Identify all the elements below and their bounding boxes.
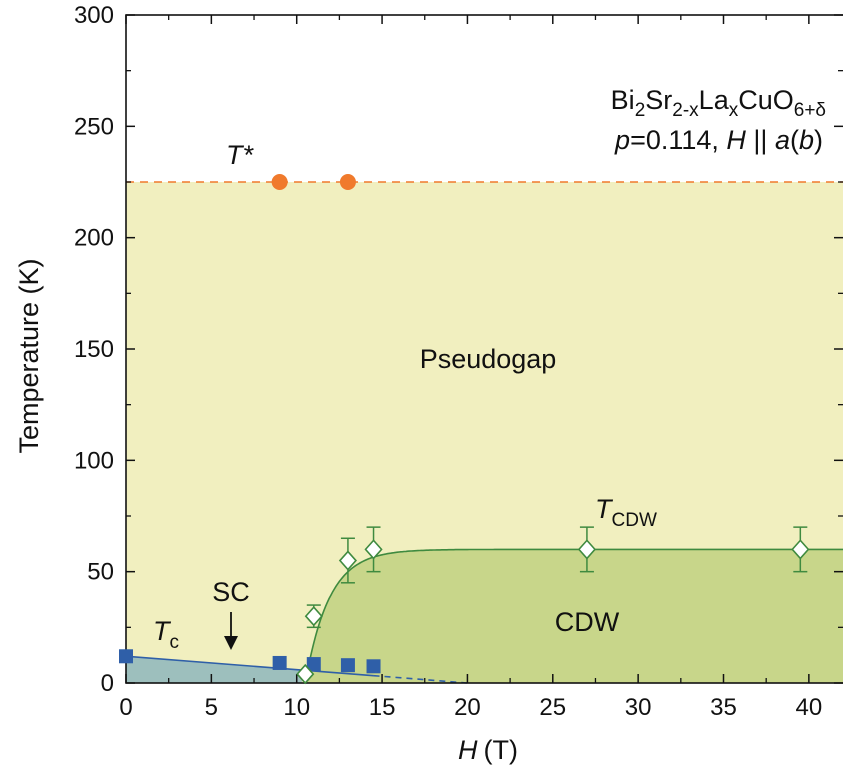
- tc-line: [125, 655, 374, 677]
- x-tick-label: 30: [625, 694, 652, 721]
- tcdw-point: [296, 663, 315, 685]
- y-tick-label: 200: [74, 225, 114, 252]
- sample-formula: Bi2Sr2-xLaxCuO6+δ: [611, 85, 826, 121]
- y-tick-label: 50: [87, 559, 114, 586]
- sc-label: SC: [212, 577, 250, 607]
- y-tick-label: 0: [101, 670, 114, 697]
- tcdw-point: [577, 539, 596, 560]
- tc-point: [272, 655, 287, 670]
- x-tick-label: 10: [283, 694, 310, 721]
- sc-region: [126, 656, 302, 683]
- x-tick-label: 35: [710, 694, 737, 721]
- x-tick-label: 0: [119, 694, 132, 721]
- y-tick-label: 100: [74, 447, 114, 474]
- x-tick-label: 40: [796, 694, 823, 721]
- tcdw-point: [338, 550, 357, 571]
- tc-line-extrapolated: [373, 674, 468, 684]
- tcdw-point: [791, 539, 810, 560]
- tcdw-point: [304, 605, 323, 627]
- pseudogap-label: Pseudogap: [420, 344, 557, 374]
- x-tick-label: 15: [369, 694, 396, 721]
- y-tick-label: 250: [74, 113, 114, 140]
- tc-point: [340, 658, 355, 673]
- sample-conditions: p=0.114, H || a(b): [614, 125, 823, 155]
- sc-arrow: [224, 612, 238, 650]
- x-tick-label: 20: [454, 694, 481, 721]
- tc-point: [119, 649, 133, 664]
- cdw-region: [305, 549, 843, 683]
- y-axis-title: Temperature (K): [14, 258, 44, 453]
- tcdw-point: [364, 539, 383, 560]
- tstar-point: [339, 174, 356, 190]
- x-tick-label: 5: [205, 694, 218, 721]
- phase-boundaries: [125, 181, 843, 684]
- tcdw-line: [304, 548, 843, 684]
- tcdw-label: TCDW: [595, 494, 657, 531]
- x-tick-label: 25: [539, 694, 566, 721]
- tc-point: [366, 659, 381, 674]
- axes: 0 5 10 15 20 25 30 35 40 0 50 100 150 200 250 300: [74, 2, 843, 721]
- phase-regions: [126, 182, 843, 683]
- tc-point: [306, 657, 321, 672]
- tstar-label: T*: [226, 140, 254, 170]
- y-tick-label: 300: [74, 2, 114, 29]
- data-markers: [119, 174, 810, 685]
- cdw-label: CDW: [555, 607, 620, 637]
- y-tick-label: 150: [74, 336, 114, 363]
- tc-label: Tc: [153, 616, 179, 653]
- x-axis-title: H (T): [458, 735, 518, 765]
- tstar-point: [271, 174, 288, 190]
